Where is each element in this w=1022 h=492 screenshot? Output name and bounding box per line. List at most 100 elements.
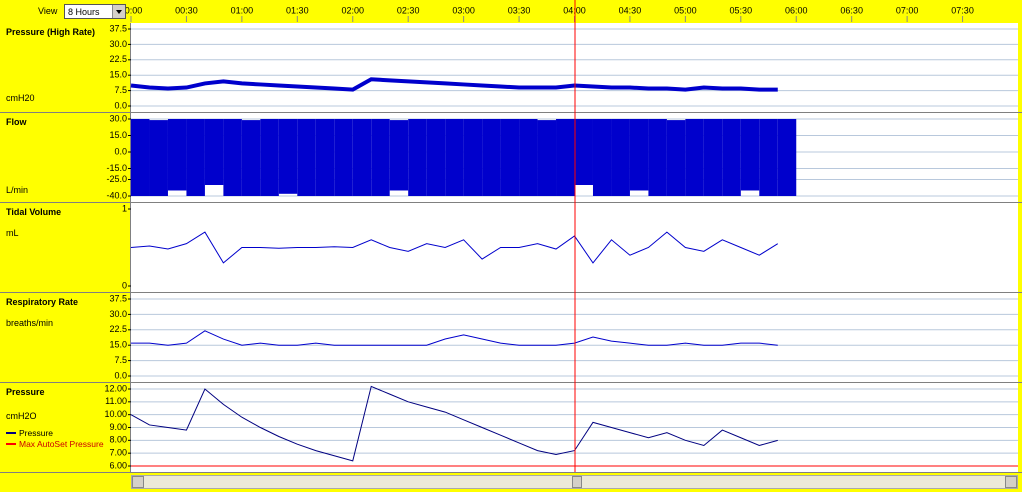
time-tick-label: 02:30 bbox=[397, 5, 420, 15]
flow-range bbox=[204, 119, 224, 185]
time-tick-label: 05:30 bbox=[730, 5, 753, 15]
time-tick-label: 07:00 bbox=[896, 5, 919, 15]
flow-range bbox=[500, 119, 520, 196]
unit-label: cmH20 bbox=[6, 93, 35, 103]
legend-entry: Pressure bbox=[6, 428, 116, 438]
y-tick-label: 1 bbox=[122, 203, 127, 213]
unit-label: breaths/min bbox=[6, 318, 54, 328]
y-tick-label: 30.0 bbox=[109, 39, 127, 49]
flow-range bbox=[629, 119, 649, 191]
y-tick-label: 8.00 bbox=[109, 435, 127, 445]
flow-range bbox=[426, 119, 446, 196]
y-tick-label: -25.0 bbox=[106, 174, 127, 184]
flow-range bbox=[463, 119, 483, 196]
y-tick-label: 0.0 bbox=[114, 100, 127, 110]
flow-range bbox=[131, 119, 150, 196]
scroll-thumb[interactable] bbox=[572, 476, 582, 488]
y-tick-label: 0.0 bbox=[114, 146, 127, 156]
unit-label: L/min bbox=[6, 185, 29, 195]
time-tick-label: 02:00 bbox=[341, 5, 364, 15]
view-label: View bbox=[38, 6, 58, 16]
series-line bbox=[130, 77, 778, 92]
flow-range bbox=[592, 119, 612, 196]
time-tick-label: 01:00 bbox=[231, 5, 254, 15]
flow-range bbox=[297, 119, 316, 196]
legend-entry: Max AutoSet Pressure bbox=[6, 439, 116, 449]
flow-range bbox=[759, 119, 778, 196]
scrollbar[interactable] bbox=[131, 475, 1018, 489]
panel-title: Flow bbox=[6, 117, 27, 127]
y-tick-label: 22.5 bbox=[109, 54, 127, 64]
flow-range bbox=[556, 119, 575, 196]
flow-range bbox=[278, 119, 298, 194]
y-tick-label: 6.00 bbox=[109, 460, 127, 470]
y-tick-label: -15.0 bbox=[106, 163, 127, 173]
time-tick-label: 07:30 bbox=[951, 5, 974, 15]
dropdown-button[interactable] bbox=[112, 5, 125, 18]
flow-range bbox=[482, 119, 501, 196]
series-line bbox=[131, 330, 778, 346]
y-tick-label: 30.0 bbox=[109, 113, 127, 123]
scroll-right[interactable] bbox=[1005, 476, 1017, 488]
legend-label: Max AutoSet Pressure bbox=[19, 439, 104, 449]
flow-range bbox=[666, 120, 686, 196]
time-tick-label: 05:00 bbox=[674, 5, 697, 15]
flow-range bbox=[777, 119, 797, 196]
y-tick-label: 30.0 bbox=[109, 309, 127, 319]
flow-range bbox=[149, 120, 168, 196]
y-tick-label: 15.0 bbox=[109, 70, 127, 80]
unit-label: mL bbox=[6, 228, 19, 238]
y-tick-label: 10.00 bbox=[104, 409, 127, 419]
unit-label: cmH2O bbox=[6, 411, 37, 421]
flow-range bbox=[648, 119, 667, 196]
y-tick-label: 15.0 bbox=[109, 130, 127, 140]
time-tick-label: 03:30 bbox=[508, 5, 531, 15]
y-tick-label: 7.5 bbox=[114, 355, 127, 365]
legend-swatch bbox=[6, 443, 16, 445]
flow-range bbox=[315, 119, 335, 196]
y-tick-label: 37.5 bbox=[109, 293, 127, 303]
scroll-left[interactable] bbox=[132, 476, 144, 488]
flow-range bbox=[537, 120, 557, 196]
time-tick-label: 06:30 bbox=[840, 5, 863, 15]
y-tick-label: 11.00 bbox=[105, 396, 127, 406]
flow-range bbox=[241, 120, 261, 196]
legend: Pressure Max AutoSet Pressure bbox=[6, 428, 116, 450]
series-line bbox=[130, 385, 778, 462]
flow-range bbox=[740, 119, 760, 191]
flow-range bbox=[519, 119, 538, 196]
y-tick-label: 7.5 bbox=[114, 85, 127, 95]
y-tick-label: 9.00 bbox=[109, 422, 127, 432]
panel-title: Tidal Volume bbox=[6, 207, 62, 217]
view-value: 8 Hours bbox=[68, 7, 100, 17]
flow-range bbox=[703, 119, 723, 196]
flow-range bbox=[389, 120, 409, 191]
y-tick-label: 0.0 bbox=[114, 370, 127, 380]
panel-title: Pressure bbox=[6, 387, 45, 397]
legend-swatch bbox=[6, 432, 16, 434]
y-tick-label: -40.0 bbox=[106, 190, 127, 200]
time-tick-label: 04:30 bbox=[619, 5, 642, 15]
y-tick-label: 37.5 bbox=[109, 23, 127, 33]
time-tick-label: 00:00 bbox=[120, 5, 143, 15]
panel-title: Respiratory Rate bbox=[6, 297, 79, 307]
y-tick-label: 12.00 bbox=[104, 383, 127, 393]
legend-label: Pressure bbox=[19, 428, 54, 438]
view-dropdown[interactable]: 8 Hours bbox=[64, 4, 126, 19]
y-tick-label: 7.00 bbox=[109, 448, 127, 458]
flow-range bbox=[408, 119, 427, 196]
panel-title: Pressure (High Rate) bbox=[6, 27, 96, 37]
flow-range bbox=[223, 119, 242, 196]
series-line bbox=[130, 231, 779, 264]
flow-range bbox=[574, 119, 593, 185]
flow-range bbox=[186, 119, 205, 196]
time-tick-label: 00:30 bbox=[175, 5, 198, 15]
flow-range bbox=[685, 119, 704, 196]
flow-range bbox=[371, 119, 390, 196]
flow-range bbox=[334, 119, 353, 196]
flow-range bbox=[167, 119, 187, 191]
flow-range bbox=[352, 119, 372, 196]
flow-range bbox=[260, 119, 279, 196]
